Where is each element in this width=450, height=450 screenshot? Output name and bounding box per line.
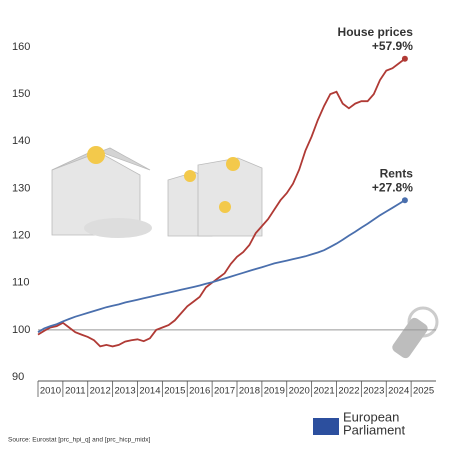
x-tick-label: 2012 <box>90 386 111 397</box>
x-tick-label: 2018 <box>239 386 260 397</box>
y-tick-label: 110 <box>12 277 30 289</box>
y-tick-label: 90 <box>12 371 24 383</box>
end-dot <box>401 197 408 204</box>
logo-flag <box>313 418 339 435</box>
y-tick-label: 130 <box>12 182 30 194</box>
annotation: +57.9% <box>372 39 413 53</box>
logo-text: European <box>343 409 399 424</box>
y-tick-label: 150 <box>12 88 30 100</box>
series-line <box>37 199 406 333</box>
annotation: Rents <box>380 166 414 180</box>
x-tick-label: 2025 <box>413 386 434 397</box>
x-tick-label: 2015 <box>164 386 185 397</box>
x-tick-label: 2020 <box>289 386 310 397</box>
series-line <box>37 58 406 348</box>
x-tick-label: 2017 <box>214 386 235 397</box>
logo-text: Parliament <box>343 422 406 437</box>
x-tick-label: 2021 <box>313 386 334 397</box>
x-tick-label: 2013 <box>114 386 135 397</box>
x-tick-label: 2022 <box>338 386 359 397</box>
annotation: House prices <box>338 25 414 39</box>
x-tick-label: 2016 <box>189 386 210 397</box>
x-tick-label: 2014 <box>139 386 160 397</box>
y-tick-label: 140 <box>12 135 30 147</box>
x-tick-label: 2024 <box>388 386 409 397</box>
x-tick-label: 2023 <box>363 386 384 397</box>
source: Source: Eurostat [prc_hpi_q] and [prc_hi… <box>8 437 151 444</box>
y-tick-label: 120 <box>12 229 30 241</box>
y-tick-label: 160 <box>12 41 30 53</box>
x-tick-label: 2010 <box>40 386 61 397</box>
annotation: +27.8% <box>372 180 413 194</box>
illustration <box>51 146 439 359</box>
y-tick-label: 100 <box>12 324 30 336</box>
x-tick-label: 2019 <box>264 386 285 397</box>
end-dot <box>401 55 408 62</box>
x-tick-label: 2011 <box>65 386 85 397</box>
